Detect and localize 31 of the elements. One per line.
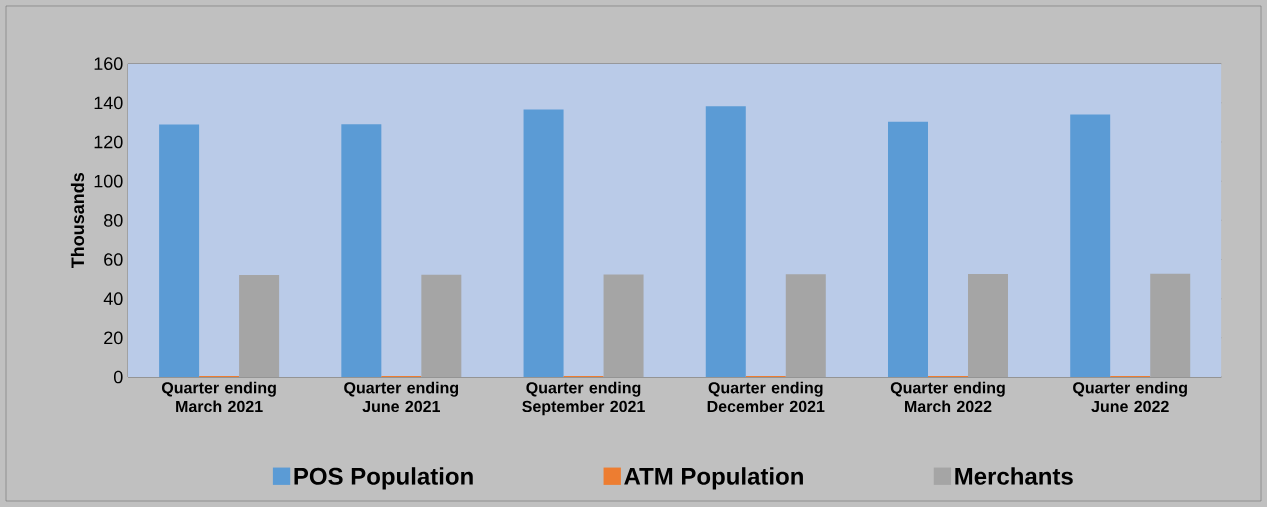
bar bbox=[603, 274, 644, 377]
y-tick-label: 140 bbox=[94, 96, 123, 110]
y-tick-label: 60 bbox=[104, 253, 123, 266]
y-tick-label: 120 bbox=[94, 135, 123, 149]
x-tick-label: Quarter ending March 2022 bbox=[890, 381, 1005, 413]
y-tick-label: 40 bbox=[103, 292, 123, 306]
x-tick-label: Quarter ending June 2021 bbox=[344, 381, 459, 413]
legend-label: POS Population bbox=[294, 467, 473, 490]
bar bbox=[421, 274, 462, 377]
y-tick-label: 20 bbox=[104, 331, 123, 345]
x-tick-label: Quarter ending June 2022 bbox=[1073, 381, 1187, 413]
y-axis-title: Thousands bbox=[70, 173, 85, 269]
y-tick-label: 80 bbox=[104, 213, 123, 227]
bar bbox=[888, 121, 928, 377]
y-tick-label: 160 bbox=[94, 57, 123, 71]
x-tick-label: Quarter ending March 2021 bbox=[161, 381, 276, 413]
bar bbox=[523, 109, 564, 377]
y-tick-label: 0 bbox=[113, 370, 123, 384]
bar bbox=[239, 274, 280, 377]
bar bbox=[968, 273, 1008, 377]
bar bbox=[785, 274, 826, 377]
bar bbox=[159, 124, 200, 377]
bar bbox=[341, 124, 382, 377]
y-tick-label: 100 bbox=[94, 174, 123, 188]
bar bbox=[1150, 273, 1191, 377]
legend-label: Merchants bbox=[955, 467, 1073, 485]
x-tick-label: Quarter ending December 2021 bbox=[707, 381, 825, 413]
bar bbox=[1070, 114, 1111, 377]
legend-label: ATM Population bbox=[624, 467, 803, 490]
bar bbox=[705, 106, 746, 377]
x-tick-label: Quarter ending September 2021 bbox=[522, 381, 645, 416]
